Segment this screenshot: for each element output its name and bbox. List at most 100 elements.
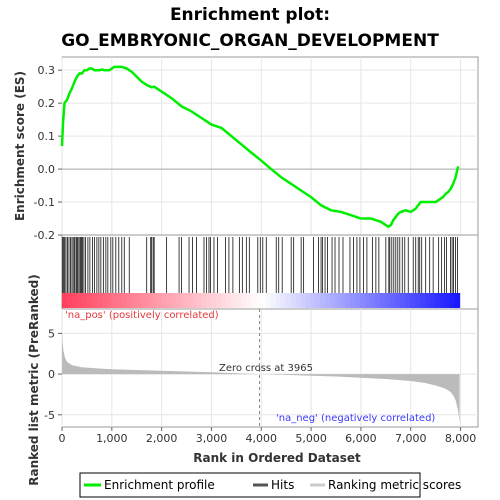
heat-bar-segment [86, 293, 93, 308]
heat-bar-segment [365, 293, 371, 308]
legend-ranking-label: Ranking metric scores [328, 478, 461, 492]
heat-bar-segment [404, 293, 411, 308]
heat-bar-segment [290, 293, 297, 308]
es-panel-frame [61, 56, 479, 236]
heat-bar-segment [375, 293, 381, 308]
heat-bar-segment [275, 293, 282, 308]
heat-bar-segment [449, 293, 456, 308]
heat-bar-segment [260, 293, 267, 308]
heat-bar-segment [370, 293, 376, 308]
heat-bar-segment [295, 293, 302, 308]
x-tick-label: 1,000 [96, 432, 128, 445]
heat-bar-segment [176, 293, 182, 308]
heat-bar-segment [265, 293, 272, 308]
heat-bar-segment [81, 293, 88, 308]
heat-bar-segment [340, 293, 346, 308]
heat-bar-segment [419, 293, 426, 308]
heat-bar-segment [385, 293, 391, 308]
heat-bar-segment [111, 293, 118, 308]
heat-bar-segment [216, 293, 222, 308]
metric-tick-label: -5 [44, 409, 55, 422]
heat-bar-segment [106, 293, 113, 308]
heat-bar-segment [389, 293, 396, 308]
heat-bar-segment [156, 293, 162, 308]
heat-bar-segment [62, 293, 68, 308]
x-tick-label: 6,000 [345, 432, 377, 445]
heat-bar-segment [146, 293, 153, 308]
heat-bar-segment [245, 293, 252, 308]
es-tick-label: -0.2 [34, 229, 55, 242]
heat-bar-segment [355, 293, 361, 308]
heat-bar-segment [424, 293, 431, 308]
heat-bar-segment [444, 293, 451, 308]
heat-bar-segment [121, 293, 128, 308]
heat-bar-segment [116, 293, 123, 308]
heat-bar-segment [76, 293, 83, 308]
pos-correlated-label: 'na_pos' (positively correlated) [65, 310, 219, 321]
heat-bar-segment [330, 293, 336, 308]
heat-bar-segment [270, 293, 277, 308]
es-tick-label: 0.1 [38, 130, 56, 143]
heat-bar-segment [335, 293, 341, 308]
hits-markers [62, 237, 458, 293]
ranking-heatmap-bar [62, 293, 461, 308]
heat-bar-segment [96, 293, 103, 308]
heat-bar-segment [414, 293, 421, 308]
x-axis-label: Rank in Ordered Dataset [193, 451, 361, 465]
enrichment-profile-line [60, 65, 460, 229]
heat-bar-segment [240, 293, 247, 308]
heat-bar-segment [285, 293, 292, 308]
heat-bar-segment [191, 293, 197, 308]
x-tick-label: 8,000 [445, 432, 477, 445]
heat-bar-segment [230, 293, 237, 308]
metric-y-axis-label: Ranked list metric (PreRanked) [27, 274, 41, 486]
legend-enrichment-label: Enrichment profile [104, 478, 215, 492]
heat-bar-segment [101, 293, 108, 308]
metric-panel-frame [61, 308, 479, 428]
x-tick-label: 3,000 [196, 432, 228, 445]
legend: Enrichment profile Hits Ranking metric s… [79, 472, 461, 498]
heat-bar-segment [201, 293, 207, 308]
chart-title-line1: Enrichment plot: [170, 5, 330, 25]
x-tick-label: 2,000 [146, 432, 178, 445]
heat-bar-segment [280, 293, 287, 308]
heat-bar-segment [300, 293, 307, 308]
heat-bar-segment [315, 293, 322, 308]
heat-bar-segment [71, 293, 78, 308]
heat-bar-segment [439, 293, 446, 308]
heat-bar-segment [345, 293, 351, 308]
heat-bar-segment [161, 293, 167, 308]
es-tick-label: -0.1 [34, 196, 55, 209]
heat-bar-segment [434, 293, 441, 308]
heat-bar-segment [171, 293, 177, 308]
heat-bar-segment [166, 293, 172, 308]
heat-bar-segment [454, 293, 461, 308]
es-tick-label: 0.0 [38, 163, 56, 176]
heat-bar-segment [151, 293, 158, 308]
heat-bar-segment [380, 293, 386, 308]
heat-bar-segment [221, 293, 227, 308]
heat-bar-segment [131, 293, 138, 308]
es-y-axis-label: Enrichment score (ES) [13, 71, 27, 221]
heat-bar-segment [181, 293, 187, 308]
heat-bar-segment [399, 293, 406, 308]
heat-bar-segment [66, 293, 73, 308]
metric-tick-label: 5 [48, 327, 55, 340]
heat-bar-segment [409, 293, 416, 308]
legend-box [79, 472, 421, 498]
metric-tick-label: 0 [48, 368, 55, 381]
heat-bar-segment [136, 293, 143, 308]
heat-bar-segment [325, 293, 331, 308]
heat-bar-segment [235, 293, 242, 308]
heat-bar-segment [196, 293, 202, 308]
heat-bar-segment [225, 293, 232, 308]
heat-bar-segment [350, 293, 356, 308]
heat-bar-segment [305, 293, 312, 308]
ranking-metric-area [62, 329, 460, 423]
heat-bar-segment [206, 293, 212, 308]
heat-bar-segment [250, 293, 257, 308]
heat-bar-segment [91, 293, 98, 308]
heat-bar-segment [211, 293, 217, 308]
x-tick-label: 5,000 [295, 432, 327, 445]
